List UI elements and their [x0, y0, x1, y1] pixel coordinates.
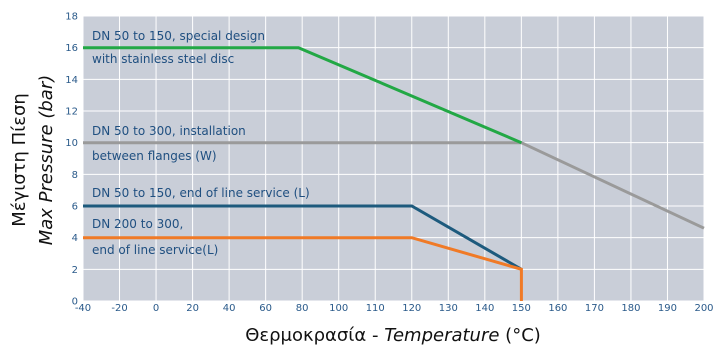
x-tick-label: 170 — [585, 303, 604, 314]
x-tick-label: 160 — [548, 303, 567, 314]
y-axis-title-greek: Μέγιστη Πίεση — [9, 93, 30, 227]
x-tick-label: 60 — [259, 303, 272, 314]
series-line-green — [83, 46, 522, 145]
x-tick-label: 40 — [223, 303, 236, 314]
x-tick-label: 100 — [329, 303, 348, 314]
x-tick-label: -40 — [75, 303, 91, 314]
series-label-orange: end of line service(L) — [92, 243, 218, 257]
series-label-gray: between flanges (W) — [92, 149, 217, 163]
x-tick-label: 80 — [296, 303, 309, 314]
series-label-green: DN 50 to 150, special design — [92, 29, 265, 43]
x-tick-label: 140 — [475, 303, 494, 314]
x-tick-label: 0 — [153, 303, 159, 314]
series-label-green: with stainless steel disc — [92, 52, 234, 66]
y-tick-label: 18 — [65, 12, 78, 23]
x-tick-label: 180 — [621, 303, 640, 314]
x-tick-label: 20 — [186, 303, 199, 314]
x-tick-label: 120 — [402, 303, 421, 314]
x-tick-label: -20 — [111, 303, 127, 314]
y-tick-labels: 0 2 4 6 8 10 12 14 16 18 — [65, 12, 78, 308]
x-tick-label: 130 — [439, 303, 458, 314]
x-tick-label: 110 — [366, 303, 385, 314]
y-tick-label: 8 — [72, 170, 78, 181]
y-tick-label: 16 — [65, 43, 78, 54]
x-tick-labels: -40 -20 0 20 40 60 80 100 110 120 130 140 150 160 170 1… — [75, 303, 714, 314]
series-line-blue — [83, 204, 523, 271]
x-tick-label: 150 — [512, 303, 531, 314]
plot-background — [83, 16, 704, 301]
series-label-gray: DN 50 to 300, installation — [92, 124, 246, 138]
x-axis-title: Θερμοκρασία - Temperature (°C) — [245, 325, 541, 346]
y-tick-label: 4 — [72, 233, 78, 244]
y-tick-label: 2 — [72, 265, 78, 276]
series-label-orange: DN 200 to 300, — [92, 217, 183, 231]
y-tick-label: 12 — [65, 107, 78, 118]
series-lines — [83, 46, 705, 301]
x-tick-label: 190 — [658, 303, 677, 314]
y-axis-title-english: Max Pressure (bar) — [36, 75, 57, 246]
y-tick-label: 14 — [65, 75, 78, 86]
x-tick-label: 200 — [694, 303, 713, 314]
y-tick-label: 10 — [65, 138, 78, 149]
series-line-orange — [83, 236, 523, 301]
series-labels: DN 50 to 150, special design with stainle… — [92, 29, 310, 257]
series-label-blue: DN 50 to 150, end of line service (L) — [92, 186, 310, 200]
y-tick-label: 6 — [72, 202, 78, 213]
y-tick-label: 0 — [72, 297, 78, 308]
